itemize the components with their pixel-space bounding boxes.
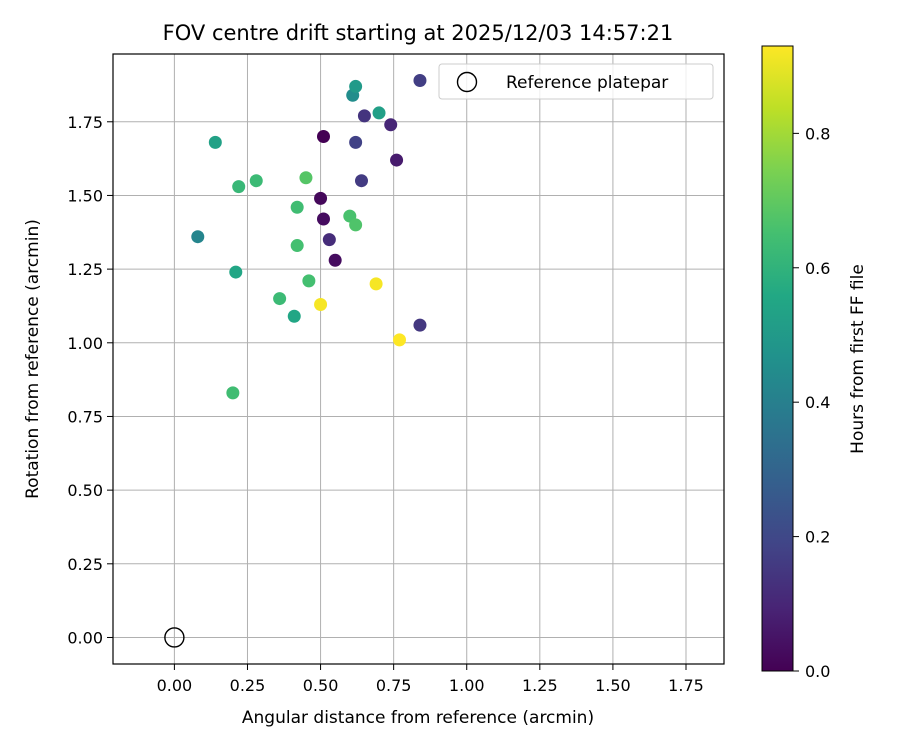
data-point	[302, 274, 316, 288]
data-point	[372, 106, 386, 120]
y-tick-label: 1.50	[67, 186, 103, 205]
data-point	[191, 230, 205, 244]
legend-label: Reference platepar	[506, 73, 668, 93]
colorbar-gradient	[761, 45, 794, 672]
colorbar-tick-label: 0.8	[805, 124, 830, 143]
colorbar: 0.0 0.2 0.4 0.6 0.8 Hours from first FF file	[761, 45, 868, 681]
data-point	[314, 297, 328, 311]
data-point	[316, 212, 330, 226]
x-axis-ticks: 0.00 0.25 0.50 0.75 1.00 1.25 1.50 1.75	[157, 664, 704, 695]
data-point	[314, 191, 328, 205]
x-tick-label: 1.50	[595, 676, 631, 695]
data-point	[287, 309, 301, 323]
data-point	[249, 174, 263, 188]
y-tick-label: 0.75	[67, 407, 103, 426]
x-tick-label: 1.00	[449, 676, 485, 695]
data-point	[413, 318, 427, 332]
x-tick-label: 0.75	[376, 676, 412, 695]
data-points	[191, 74, 427, 400]
data-point	[226, 386, 240, 400]
chart-title: FOV centre drift starting at 2025/12/03 …	[163, 21, 674, 45]
data-point	[384, 118, 398, 132]
x-tick-label: 1.75	[668, 676, 704, 695]
data-point	[349, 135, 363, 149]
colorbar-ticks: 0.0 0.2 0.4 0.6 0.8	[793, 124, 830, 681]
y-tick-label: 0.00	[67, 628, 103, 647]
data-point	[299, 171, 313, 185]
data-point	[390, 153, 404, 167]
data-point	[208, 135, 222, 149]
colorbar-tick-label: 0.0	[805, 662, 830, 681]
colorbar-tick-label: 0.2	[805, 528, 830, 547]
legend-box	[438, 63, 714, 100]
y-tick-label: 0.25	[67, 555, 103, 574]
reference-platepar-group	[164, 627, 185, 648]
x-tick-label: 0.00	[157, 676, 193, 695]
data-point	[413, 74, 427, 88]
colorbar-label: Hours from first FF file	[848, 264, 868, 454]
data-point	[229, 265, 243, 279]
y-tick-label: 1.75	[67, 113, 103, 132]
data-point	[290, 239, 304, 253]
y-axis-label: Rotation from reference (arcmin)	[23, 219, 43, 499]
x-axis-label: Angular distance from reference (arcmin)	[242, 708, 594, 728]
y-tick-label: 0.50	[67, 481, 103, 500]
data-point	[369, 277, 383, 291]
data-point	[392, 333, 406, 347]
data-point	[322, 233, 336, 247]
colorbar-tick-label: 0.6	[805, 259, 830, 278]
reference-platepar-marker	[164, 627, 185, 648]
y-axis-ticks: 0.00 0.25 0.50 0.75 1.00 1.25 1.50 1.75	[67, 113, 113, 647]
legend-marker	[456, 71, 478, 93]
data-point	[273, 292, 287, 306]
legend: Reference platepar	[438, 63, 714, 100]
data-point	[316, 130, 330, 144]
x-tick-label: 0.50	[303, 676, 339, 695]
data-point	[328, 253, 342, 267]
data-point	[354, 174, 368, 188]
x-tick-label: 1.25	[522, 676, 558, 695]
data-point	[349, 79, 363, 93]
y-tick-label: 1.00	[67, 334, 103, 353]
plot-area-frame	[112, 53, 725, 665]
data-point	[349, 218, 363, 232]
data-point	[232, 180, 246, 194]
grid	[113, 54, 724, 664]
x-tick-label: 0.25	[230, 676, 266, 695]
data-point	[357, 109, 371, 123]
data-point	[290, 200, 304, 214]
colorbar-tick-label: 0.4	[805, 393, 830, 412]
y-tick-label: 1.25	[67, 260, 103, 279]
